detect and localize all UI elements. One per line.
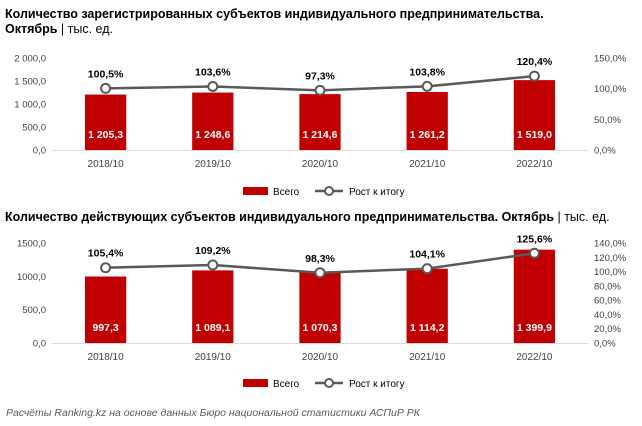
chart-2-bar-value-label: 1 114,2 [410, 322, 445, 334]
chart-2-legend-line-marker [324, 378, 334, 388]
chart-2-line-value-label: 104,1% [409, 249, 445, 261]
chart-1-line-value-label: 120,4% [517, 56, 553, 68]
chart-2-y2-tick-label: 20,0% [594, 324, 621, 335]
chart-2-legend-line-label: Рост к итогу [349, 379, 405, 390]
chart-2-line-value-label: 98,3% [305, 253, 335, 265]
chart-1-bar-value-label: 1 248,6 [195, 129, 230, 141]
chart-1-bar [406, 91, 448, 150]
chart-2-x-tick-label: 2020/10 [302, 352, 339, 363]
chart-1-bar-value-label: 1 261,2 [410, 129, 445, 141]
chart-1-y-tick-label: 2 000,0 [14, 54, 46, 65]
chart-2-y2-tick-label: 140,0% [594, 239, 627, 250]
chart-1-bar [513, 80, 556, 150]
chart-1-bar-value-label: 1 205,3 [88, 129, 123, 141]
chart-1-y-tick-label: 1 000,0 [14, 100, 46, 111]
chart-1-bar-value-label: 1 519,0 [517, 129, 552, 141]
chart-2-y-tick-label: 1500,0 [17, 239, 46, 250]
chart-2-bar [299, 271, 341, 343]
chart-2-bar-value-label: 1 089,1 [195, 322, 230, 334]
chart-1-line-value-label: 103,6% [195, 66, 231, 78]
chart-2-y2-tick-label: 120,0% [594, 253, 627, 264]
chart-2-bar [513, 249, 556, 343]
chart-1-bar [84, 94, 127, 150]
chart-2-y2-tick-label: 40,0% [594, 310, 621, 321]
chart-1-x-tick-label: 2018/10 [88, 159, 125, 170]
chart-2-line-value-label: 125,6% [517, 233, 553, 245]
chart-2-legend: Всего Рост к итогу [243, 378, 405, 390]
chart-2-title-bold: Количество действующих субъектов индивид… [5, 210, 554, 224]
chart-1-line-value-label: 103,8% [409, 66, 445, 78]
chart-2-line-point [207, 259, 219, 271]
chart-1-legend-bar-label: Всего [273, 187, 300, 198]
chart-1-x-tick-label: 2021/10 [409, 159, 446, 170]
chart-2-bar [192, 270, 234, 343]
chart-2-title-unit: | тыс. ед. [554, 210, 610, 224]
chart-1-title-bold-line2: Октябрь [5, 22, 58, 36]
chart-2-title: Количество действующих субъектов индивид… [5, 210, 610, 225]
chart-2-bar-value-label: 1 070,3 [302, 322, 337, 334]
chart-1-line-value-label: 100,5% [88, 68, 124, 80]
chart-1-y2-tick-label: 100,0% [594, 84, 627, 95]
chart-2-line-point [314, 267, 326, 279]
chart-2-y-tick-label: 1000,0 [17, 272, 46, 283]
chart-2-x-tick-label: 2022/10 [516, 352, 553, 363]
chart-2-line-value-label: 109,2% [195, 245, 231, 257]
chart-2-legend-bar-swatch [243, 379, 268, 387]
chart-1: 0,0 500,0 1 000,0 1 500,0 2 000,0 0,0% 50,0% 10… [14, 54, 627, 199]
chart-1-y-tick-label: 0,0 [33, 146, 46, 157]
chart-1-x-tick-label: 2020/10 [302, 159, 339, 170]
chart-1-x-tick-label: 2022/10 [516, 159, 553, 170]
chart-1-title-unit: | тыс. ед. [57, 22, 113, 36]
chart-2-y2-tick-label: 100,0% [594, 267, 627, 278]
chart-1-legend-bar-swatch [243, 187, 268, 195]
chart-1-bar [192, 92, 234, 150]
chart-1-y2-tick-label: 50,0% [594, 115, 621, 126]
chart-2-line-point [100, 262, 112, 274]
chart-2-y-tick-label: 500,0 [22, 305, 46, 316]
chart-1-x-tick-label: 2019/10 [195, 159, 232, 170]
chart-1-line-value-label: 97,3% [305, 70, 335, 82]
chart-1-title: Количество зарегистрированных субъектов … [5, 7, 544, 37]
chart-2-line-point [421, 263, 433, 275]
chart-2-bar-value-label: 1 399,9 [517, 322, 552, 334]
chart-1-y2-tick-label: 150,0% [594, 54, 627, 65]
chart-2-bar-value-label: 997,3 [92, 322, 118, 334]
chart-2-line-value-label: 105,4% [88, 248, 124, 260]
chart-1-title-bold: Количество зарегистрированных субъектов … [5, 7, 544, 21]
chart-2-bar [84, 276, 127, 343]
chart-2-x-tick-label: 2018/10 [88, 352, 125, 363]
chart-2-y2-tick-label: 0,0% [594, 339, 616, 350]
chart-1-bar [299, 94, 341, 150]
chart-2-y2-tick-label: 80,0% [594, 281, 621, 292]
chart-2-x-tick-label: 2019/10 [195, 352, 232, 363]
chart-2-line-point [528, 247, 540, 259]
chart-1-y-tick-label: 500,0 [22, 123, 46, 134]
chart-1-line-point [314, 84, 326, 96]
chart-1-line-point [421, 80, 433, 92]
chart-2-legend-bar-label: Всего [273, 379, 300, 390]
chart-1-line-point [528, 70, 540, 82]
chart-2: 0,0 500,0 1000,0 1500,0 0,0% 20,0% 40,0% 60,0% 8… [17, 233, 627, 390]
chart-1-line-point [100, 82, 112, 94]
chart-1-legend: Всего Рост к итогу [243, 186, 405, 198]
chart-2-y-tick-label: 0,0 [33, 339, 46, 350]
chart-2-y2-tick-label: 60,0% [594, 296, 621, 307]
chart-1-y2-tick-label: 0,0% [594, 146, 616, 157]
source-note: Расчёты Ranking.kz на основе данных Бюро… [6, 407, 420, 419]
chart-2-x-tick-label: 2021/10 [409, 352, 446, 363]
chart-1-legend-line-marker [324, 186, 334, 196]
chart-2-bar [406, 268, 448, 343]
chart-1-line-point [207, 80, 219, 92]
chart-1-bar-value-label: 1 214,6 [302, 129, 337, 141]
chart-1-legend-line-label: Рост к итогу [349, 187, 405, 198]
chart-1-y-tick-label: 1 500,0 [14, 77, 46, 88]
